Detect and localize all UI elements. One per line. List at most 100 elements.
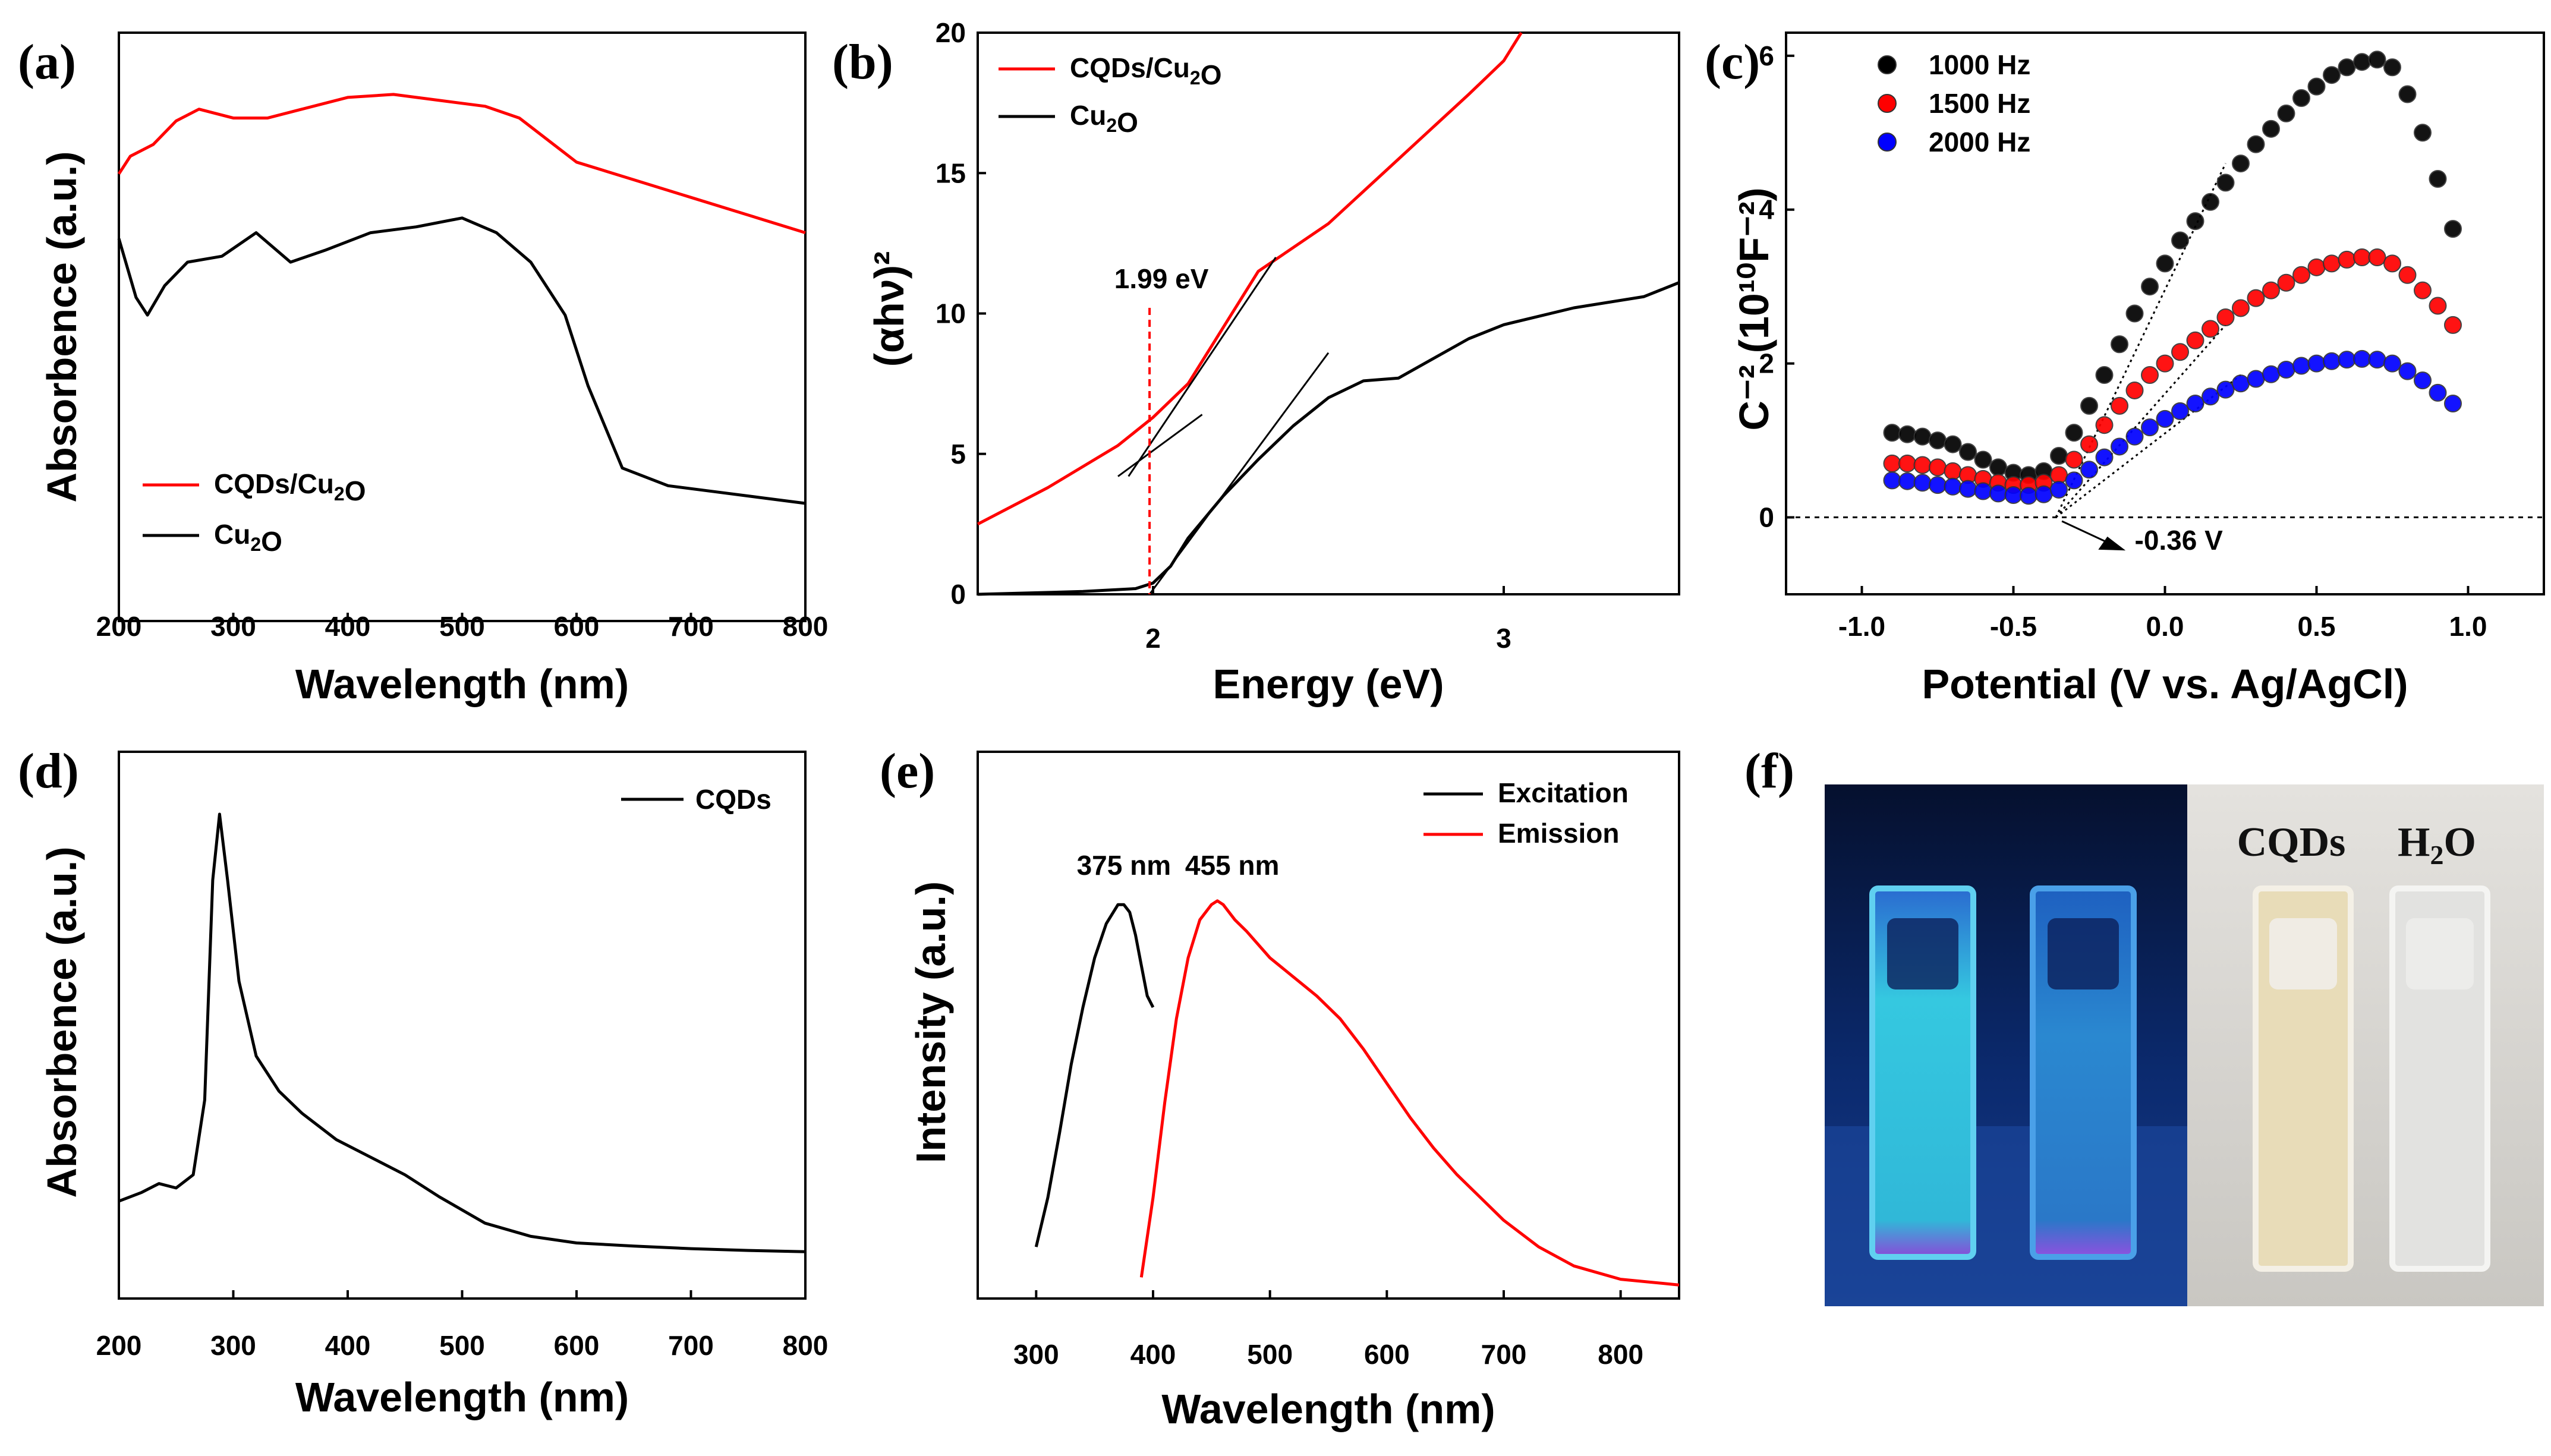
legend-label-a: Cu2O (214, 519, 282, 557)
panel-b-plot: 2 3 0 5 10 15 20 Energy (eV) (αhν)² 1.99 eV CQDs/C… (866, 17, 1680, 707)
x-tick-label-d: 600 (554, 1330, 600, 1361)
scatter-point-1000-hz (2141, 278, 2159, 296)
panel-e: (e) 300 400 500 600 700 800 Wavelength (nm) Int… (880, 743, 1680, 1432)
y-tick-label-c: 0 (1759, 502, 1774, 533)
panel-f: (f) CQDs H2O (1744, 743, 2544, 1306)
scatter-point-2000-hz (2125, 427, 2144, 446)
x-tick-label-e: 300 (1013, 1339, 1059, 1370)
panel-b-label: (b) (832, 34, 893, 90)
cqds-photo-label: CQDs (2237, 820, 2346, 865)
scatter-point-2000-hz (1959, 480, 1977, 498)
peak-annotation-excitation: 375 nm (1077, 850, 1171, 881)
scatter-point-2000-hz (2338, 351, 2356, 369)
x-tick-label-a: 800 (783, 611, 829, 642)
x-tick-label-e: 400 (1130, 1339, 1176, 1370)
scatter-point-1000-hz (1883, 424, 1901, 442)
scatter-point-1500-hz (2277, 273, 2295, 292)
scatter-point-1500-hz (1929, 458, 1947, 477)
scatter-point-1500-hz (2125, 381, 2144, 399)
scatter-point-2000-hz (2020, 487, 2037, 505)
scatter-point-2000-hz (2414, 371, 2432, 390)
legend-marker-c (1878, 133, 1897, 152)
y-tick-label-b: 15 (936, 157, 966, 188)
scatter-point-1500-hz (2186, 331, 2204, 349)
x-tick-label-e: 700 (1481, 1339, 1527, 1370)
scatter-point-1500-hz (2095, 416, 2114, 434)
scatter-point-1500-hz (2247, 289, 2265, 307)
y-axis-label-a: Absorbence (a.u.) (39, 151, 85, 502)
x-tick-label-c: 0.5 (2298, 611, 2336, 642)
scatter-point-1500-hz (1898, 454, 1916, 472)
peak-annotation-emission: 455 nm (1185, 850, 1280, 881)
x-tick-label-c: 1.0 (2449, 611, 2487, 642)
panel-c: (c) -1.0 -0.5 0.0 0.5 1.0 0 2 4 6 Potential (V vs… (1705, 31, 2545, 707)
scatter-point-2000-hz (1913, 474, 1932, 492)
scatter-point-2000-hz (2368, 351, 2386, 369)
legend-label-e: Emission (1498, 818, 1620, 849)
scatter-point-1500-hz (2338, 250, 2356, 269)
legend-label-c: 1000 Hz (1929, 49, 2030, 80)
scatter-point-1500-hz (2307, 258, 2326, 276)
series-line-a-cu2o (117, 216, 806, 505)
legend-label-b: Cu2O (1070, 100, 1138, 138)
scatter-point-2000-hz (2307, 354, 2326, 373)
y-tick-label-c: 2 (1759, 348, 1774, 379)
scatter-point-2000-hz (2292, 357, 2310, 375)
panel-e-plot: 300 400 500 600 700 800 Wavelength (nm) Intensi… (908, 751, 1680, 1432)
legend-label-b: CQDs/Cu2O (1070, 52, 1221, 90)
scatter-point-1000-hz (2216, 174, 2235, 192)
scatter-point-1500-hz (2171, 343, 2189, 361)
scatter-point-1000-hz (2125, 304, 2144, 323)
y-axis-label-e: Intensity (a.u.) (908, 881, 954, 1163)
series-line-b-cqds-cu2o (977, 31, 1523, 526)
scatter-point-2000-hz (2111, 437, 2128, 456)
scatter-point-1500-hz (2414, 281, 2432, 300)
tangent-line-cu2o-b (1148, 352, 1330, 595)
scatter-point-1000-hz (1944, 435, 1962, 453)
legend-label-c: 1500 Hz (1929, 88, 2030, 119)
uv-cuvette-cqds-meniscus (1887, 918, 1958, 989)
x-tick-label-a: 600 (554, 611, 600, 642)
scatter-point-1500-hz (2262, 281, 2280, 300)
y-tick-label-b: 0 (950, 579, 966, 610)
scatter-point-1000-hz (2111, 335, 2128, 354)
scatter-point-2000-hz (2141, 418, 2159, 437)
scatter-point-2000-hz (1898, 472, 1916, 490)
y-axis-label-b: (αhν)² (866, 251, 912, 367)
scatter-point-1000-hz (2171, 231, 2189, 250)
series-line-e-emission (1139, 899, 1680, 1287)
panel-a: (a) 200 300 400 500 600 700 800 Wavelength (nm)… (18, 31, 829, 707)
x-tick-label-c: -1.0 (1838, 611, 1885, 642)
scatter-point-1000-hz (1989, 458, 2007, 477)
scatter-point-1500-hz (2111, 396, 2128, 415)
tangent-line-shallow-b (1117, 414, 1203, 477)
scatter-point-1000-hz (2247, 135, 2265, 153)
y-tick-label-c: 6 (1759, 40, 1774, 71)
legend-label-e: Excitation (1498, 777, 1629, 808)
scatter-point-1500-hz (2065, 450, 2083, 469)
scatter-point-2000-hz (2080, 461, 2098, 479)
scatter-point-1500-hz (2202, 320, 2219, 338)
x-axis-label-c: Potential (V vs. Ag/AgCl) (1922, 661, 2408, 707)
scatter-point-1500-hz (2398, 266, 2417, 284)
y-tick-label-b: 5 (950, 439, 966, 469)
scatter-point-2000-hz (2232, 374, 2250, 393)
y-axis-label-c: C⁻² (10¹⁰F⁻²) (1731, 187, 1777, 430)
scatter-point-1000-hz (2353, 53, 2371, 71)
uv-cuvette-water-meniscus (2048, 918, 2119, 989)
x-tick-label-a: 700 (668, 611, 714, 642)
scatter-point-1000-hz (2202, 193, 2219, 211)
scatter-point-1000-hz (2277, 104, 2295, 122)
flat-band-arrowhead-c (2098, 536, 2126, 551)
plot-frame-c (1785, 31, 2545, 595)
daylight-cuvette-cqds-meniscus (2269, 918, 2337, 989)
panel-c-plot: -1.0 -0.5 0.0 0.5 1.0 0 2 4 6 Potential (V vs. Ag… (1731, 31, 2545, 707)
legend-marker-c (1878, 94, 1897, 113)
scatter-point-1000-hz (2186, 212, 2204, 231)
scatter-point-2000-hz (2323, 352, 2341, 370)
legend-marker-c (1878, 55, 1897, 74)
y-tick-label-b: 20 (936, 17, 966, 48)
x-axis-label-e: Wavelength (nm) (1161, 1386, 1495, 1432)
scatter-point-2000-hz (2034, 485, 2053, 503)
legend-label-c: 2000 Hz (1929, 127, 2030, 157)
